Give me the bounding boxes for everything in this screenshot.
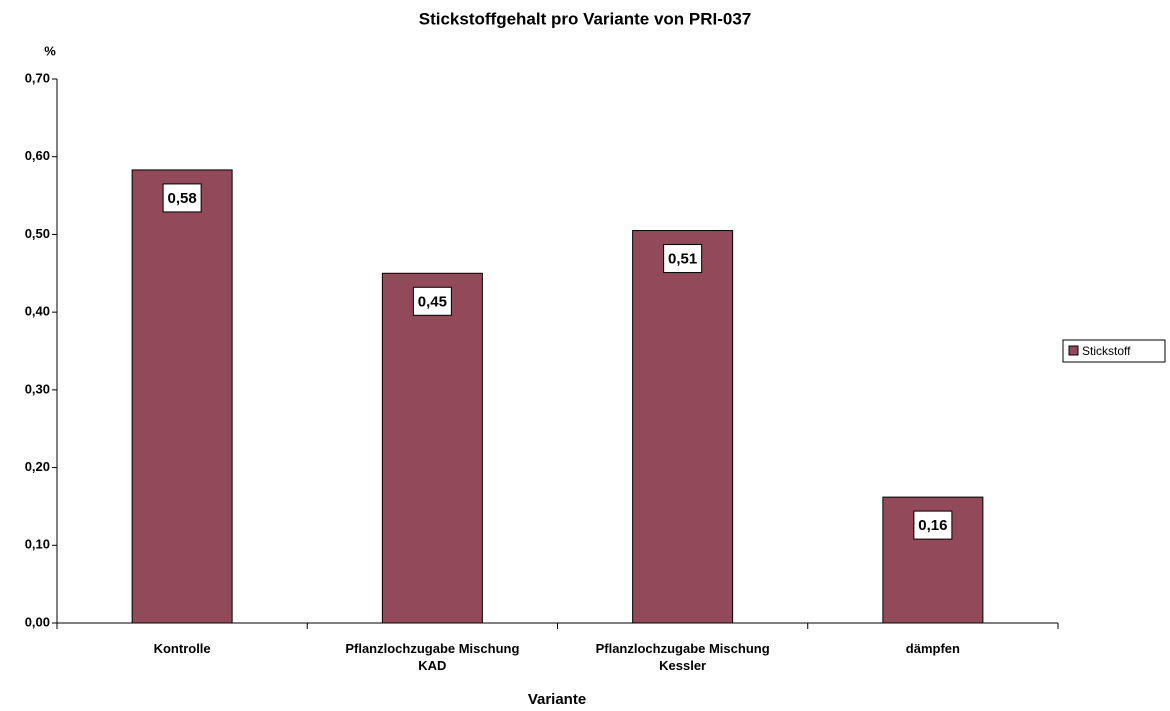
chart-title: Stickstoffgehalt pro Variante von PRI-03… [419,9,752,28]
y-tick-label: 0,30 [25,381,50,396]
legend-label: Stickstoff [1082,344,1131,358]
bar [632,230,734,624]
y-axis-label: % [44,43,56,58]
y-tick-label: 0,20 [25,459,50,474]
x-tick-label: Pflanzlochzugabe Mischung KAD [345,641,520,673]
y-tick-label: 0,10 [25,537,50,552]
value-label: 0,45 [418,293,447,310]
y-tick-label: 0,50 [25,226,50,241]
bar [381,272,483,624]
value-label: 0,58 [168,190,197,207]
value-label: 0,51 [668,251,697,268]
y-tick-label: 0,60 [25,148,50,163]
legend-swatch [1068,345,1079,356]
x-tick-label: dämpfen [905,641,960,656]
value-label-box [162,183,202,213]
legend-box [1062,339,1166,363]
x-tick-label: Pflanzlochzugabe Mischung Kessler [595,641,770,673]
y-tick-label: 0,70 [25,70,50,85]
y-tick-label: 0,00 [25,614,50,629]
y-tick-label: 0,40 [25,304,50,319]
x-tick-label: Kontrolle [153,641,211,656]
value-label-box [412,286,452,316]
value-label-box [663,244,703,274]
value-label-box [913,510,953,540]
x-axis-label: Variante [528,691,586,708]
bar [131,169,233,624]
value-label: 0,16 [918,517,947,534]
